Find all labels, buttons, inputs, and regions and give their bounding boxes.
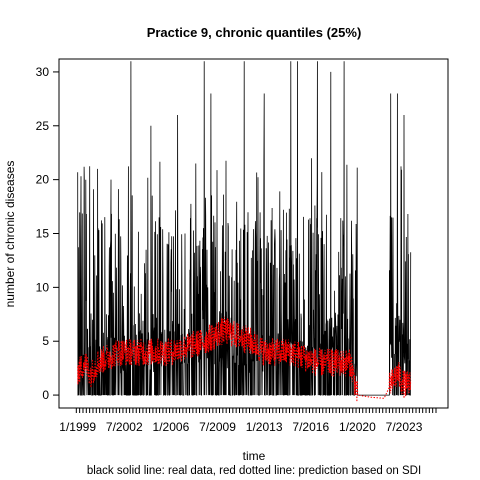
chart-title: Practice 9, chronic quantiles (25%) xyxy=(147,25,362,40)
x-tick-label: 7/2016 xyxy=(292,420,329,434)
y-tick-label: 10 xyxy=(36,280,50,294)
x-tick-label: 1/2006 xyxy=(153,420,190,434)
y-tick-label: 25 xyxy=(36,119,50,133)
y-tick-label: 20 xyxy=(36,173,50,187)
y-tick-label: 15 xyxy=(36,227,50,241)
prediction-line xyxy=(77,316,412,402)
real-data-line xyxy=(77,61,412,396)
x-axis-label: time xyxy=(243,449,266,463)
y-tick-label: 0 xyxy=(42,388,49,402)
x-tick-label: 1/1999 xyxy=(59,420,96,434)
x-tick-label: 1/2020 xyxy=(339,420,376,434)
y-axis-label: number of chronic diseases xyxy=(3,161,17,308)
y-tick-label: 5 xyxy=(42,334,49,348)
x-tick-label: 1/2013 xyxy=(246,420,283,434)
x-tick-label: 7/2009 xyxy=(199,420,236,434)
y-tick-label: 30 xyxy=(36,65,50,79)
chart-caption: black solid line: real data, red dotted … xyxy=(87,465,421,477)
x-tick-label: 7/2023 xyxy=(386,420,423,434)
y-axis: 0 5 10 15 20 25 30 xyxy=(36,65,59,402)
plot-area xyxy=(77,61,412,402)
x-axis: 1/1999 7/2002 1/2006 7/2009 1/2013 7/2016 1/20… xyxy=(59,407,437,434)
x-tick-label: 7/2002 xyxy=(106,420,143,434)
